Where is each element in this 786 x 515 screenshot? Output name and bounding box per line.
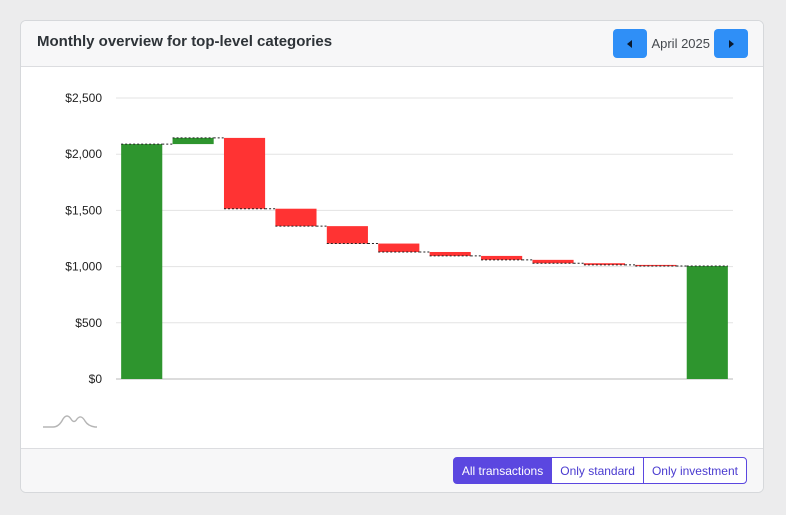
month-navigation: April 2025 [613, 29, 748, 58]
filter-only-standard-button[interactable]: Only standard [551, 457, 644, 484]
waterfall-bar-decrease[interactable] [481, 255, 523, 260]
previous-month-button[interactable] [613, 29, 648, 58]
y-axis-ticks: $0 $500 $1,000 $1,500 $2,000 $2,500 [65, 91, 102, 386]
grid-lines [116, 97, 733, 380]
overview-card: Monthly overview for top-level categorie… [20, 20, 764, 493]
y-tick-label: $1,000 [65, 260, 102, 274]
card-header: Monthly overview for top-level categorie… [21, 21, 763, 67]
y-tick-label: $2,500 [65, 91, 102, 105]
waterfall-bar-total[interactable] [121, 144, 163, 379]
waterfall-bar-decrease[interactable] [429, 251, 471, 256]
waterfall-bar-total[interactable] [686, 266, 728, 379]
chart-area: $0 $500 $1,000 $1,500 $2,000 $2,500 [21, 67, 763, 449]
month-label: April 2025 [651, 36, 710, 51]
waterfall-bar-decrease[interactable] [532, 259, 574, 264]
card-title: Monthly overview for top-level categorie… [37, 33, 333, 50]
y-tick-label: $1,500 [65, 203, 102, 217]
waterfall-bar-decrease[interactable] [635, 264, 677, 267]
connector-lines [121, 137, 728, 267]
caret-right-icon [729, 39, 734, 48]
y-tick-label: $2,000 [65, 147, 102, 161]
next-month-button[interactable] [714, 29, 748, 58]
waterfall-bars [121, 137, 728, 379]
waterfall-bar-decrease[interactable] [326, 226, 368, 244]
card-footer: All transactions Only standard Only inve… [21, 448, 763, 492]
waterfall-bar-decrease[interactable] [275, 208, 317, 227]
waterfall-chart: $0 $500 $1,000 $1,500 $2,000 $2,500 [43, 91, 733, 428]
waterfall-bar-increase[interactable] [172, 137, 214, 145]
waterfall-bar-decrease[interactable] [378, 243, 420, 252]
waterfall-bar-decrease[interactable] [583, 263, 626, 265]
waterfall-bar-decrease[interactable] [223, 137, 266, 209]
y-tick-label: $500 [75, 316, 102, 330]
filter-only-investment-button[interactable]: Only investment [642, 457, 747, 484]
transaction-filter-group: All transactions Only standard Only inve… [452, 457, 747, 484]
chart-brand-icon [43, 415, 97, 428]
y-tick-label: $0 [89, 372, 103, 386]
caret-left-icon [627, 39, 633, 48]
filter-all-transactions-button[interactable]: All transactions [452, 457, 553, 484]
